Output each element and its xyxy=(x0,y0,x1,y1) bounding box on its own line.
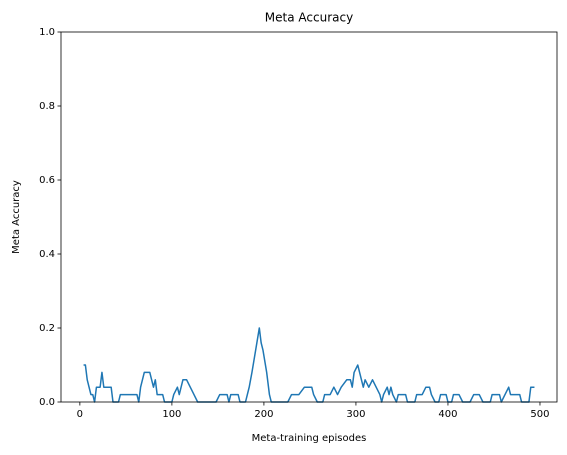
y-tick-label: 0.4 xyxy=(39,249,55,260)
y-axis-label: Meta Accuracy xyxy=(11,180,22,254)
y-tick-label: 0.2 xyxy=(39,323,55,334)
x-tick-label: 400 xyxy=(438,409,457,420)
x-tick-label: 100 xyxy=(162,409,181,420)
data-line xyxy=(83,327,535,403)
chart-title: Meta Accuracy xyxy=(265,11,353,25)
y-tick-label: 0.0 xyxy=(39,397,55,408)
x-tick-label: 500 xyxy=(530,409,549,420)
x-tick-label: 200 xyxy=(254,409,273,420)
y-tick-label: 0.6 xyxy=(39,175,55,186)
x-tick-label: 300 xyxy=(346,409,365,420)
y-tick-label: 0.8 xyxy=(39,101,55,112)
y-tick-label: 1.0 xyxy=(39,27,55,38)
x-axis-label: Meta-training episodes xyxy=(252,433,367,444)
x-tick-label: 0 xyxy=(77,409,83,420)
plot-frame xyxy=(60,31,558,403)
